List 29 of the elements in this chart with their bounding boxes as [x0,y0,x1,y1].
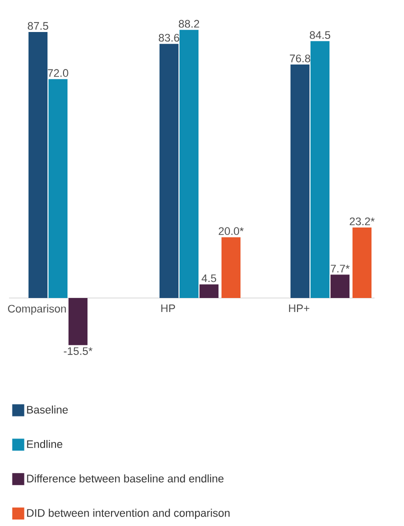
data-label: 83.6 [158,34,180,42]
data-label: 72.0 [48,69,68,77]
bar [160,44,178,298]
legend-label: DID between intervention and comparison [27,508,230,520]
data-label: 88.2 [178,20,200,28]
data-label: 87.5 [28,22,48,30]
bar [48,79,68,298]
bar [310,41,330,298]
data-label: 4.5 [202,274,216,282]
data-label: -15.5* [64,347,92,355]
data-label: 7.7* [330,264,350,272]
bar [330,274,350,298]
data-label: 23.2* [350,218,375,226]
bar [290,64,310,298]
data-label: 84.5 [310,31,330,39]
bar [180,30,199,298]
bar [28,32,48,298]
data-label: 76.8 [290,54,310,62]
legend-label: Difference between baseline and endline [27,474,224,482]
x-tick-label: HP [161,304,176,312]
bar [352,227,372,298]
bar [200,284,219,298]
x-tick-label: Comparison [8,304,66,315]
x-tick-label: HP+ [289,304,310,312]
bar [222,237,241,298]
bar [68,298,88,346]
legend-label: Endline [27,440,62,448]
data-label: 20.0* [218,227,244,235]
legend-label: Baseline [27,406,68,414]
